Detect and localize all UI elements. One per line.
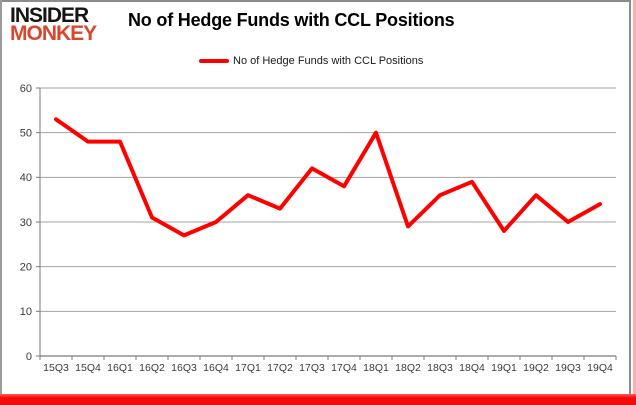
x-tick-label: 19Q3: [555, 362, 581, 374]
insider-monkey-logo: INSIDER MONKEY: [10, 4, 97, 46]
legend-line-swatch: [199, 59, 229, 63]
logo-line-insider: INSIDER: [10, 4, 89, 27]
y-tick-label: 30: [20, 217, 32, 229]
x-tick-label: 19Q1: [491, 362, 517, 374]
legend-label: No of Hedge Funds with CCL Positions: [233, 55, 424, 67]
x-tick-label: 16Q1: [107, 362, 133, 374]
x-tick-label: 18Q4: [459, 362, 485, 374]
x-tick-label: 17Q1: [235, 362, 261, 374]
x-tick-label: 15Q4: [75, 362, 101, 374]
y-tick-label: 50: [20, 128, 32, 140]
chart-title: No of Hedge Funds with CCL Positions: [128, 10, 455, 30]
y-tick-label: 60: [20, 83, 32, 95]
y-tick-label: 0: [26, 351, 32, 363]
x-tick-label: 18Q1: [363, 362, 389, 374]
x-tick-label: 17Q2: [267, 362, 293, 374]
x-tick-label: 15Q3: [43, 362, 69, 374]
y-tick-label: 10: [20, 306, 32, 318]
chart-frame-top: [0, 0, 631, 2]
x-tick-label: 19Q4: [587, 362, 613, 374]
x-tick-label: 16Q2: [139, 362, 165, 374]
chart-frame-left: [0, 0, 2, 399]
x-tick-label: 17Q4: [331, 362, 357, 374]
y-tick-label: 20: [20, 262, 32, 274]
chart-legend: No of Hedge Funds with CCL Positions: [199, 55, 423, 67]
x-tick-label: 18Q3: [427, 362, 453, 374]
logo-line-monkey: MONKEY: [10, 22, 97, 46]
x-tick-label: 17Q3: [299, 362, 325, 374]
x-tick-label: 19Q2: [523, 362, 549, 374]
y-tick-label: 40: [20, 172, 32, 184]
x-tick-label: 16Q3: [171, 362, 197, 374]
chart-frame-right: [629, 0, 631, 399]
accent-right-edge: [633, 0, 636, 405]
series-line: [54, 117, 602, 238]
accent-bottom-bar: [0, 394, 636, 405]
x-tick-label: 18Q2: [395, 362, 421, 374]
x-tick-label: 16Q4: [203, 362, 229, 374]
